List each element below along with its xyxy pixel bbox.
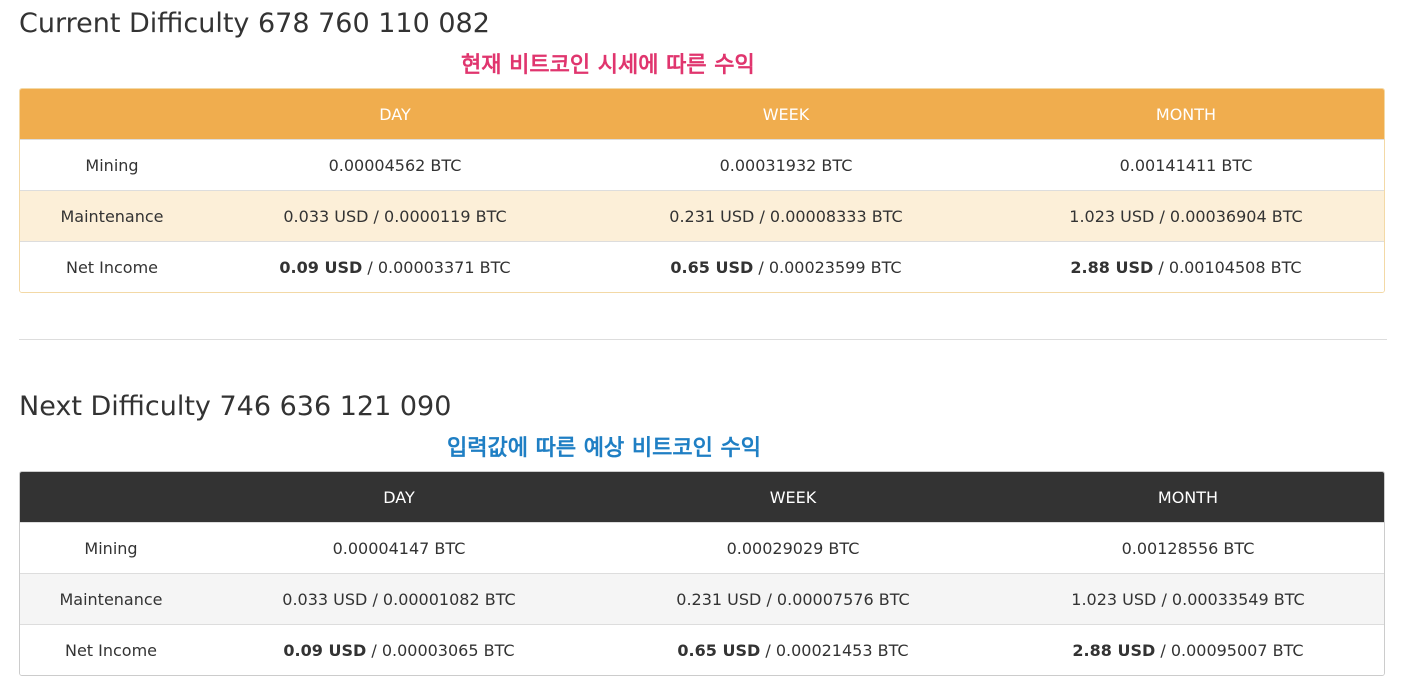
mining-day-value: 0.00004147 BTC (202, 522, 596, 574)
table-row-mining: Mining 0.00004147 BTC 0.00029029 BTC 0.0… (20, 522, 1384, 574)
next-difficulty-title: Next Difficulty 746 636 121 090 (19, 391, 452, 422)
header-week: WEEK (769, 487, 817, 507)
net-income-week-value: 0.65 USD / 0.00021453 BTC (596, 624, 990, 675)
mining-week-value: 0.00029029 BTC (596, 522, 990, 574)
net-income-week-value: 0.65 USD / 0.00023599 BTC (586, 241, 986, 292)
header-day: DAY (379, 104, 411, 124)
mining-day-value: 0.00004562 BTC (204, 139, 586, 191)
header-month: MONTH (1157, 487, 1219, 507)
row-label-mining: Mining (20, 522, 202, 574)
header-empty (20, 472, 202, 523)
table-row-maintenance: Maintenance 0.033 USD / 0.0000119 BTC 0.… (20, 190, 1384, 242)
current-annotation: 현재 비트코인 시세에 따른 수익 (461, 53, 755, 78)
table-row-net-income: Net Income 0.09 USD / 0.00003371 BTC 0.6… (20, 241, 1384, 292)
net-income-day-value: 0.09 USD / 0.00003065 BTC (202, 624, 596, 675)
maintenance-month-value: 1.023 USD / 0.00036904 BTC (986, 190, 1384, 242)
header-day: DAY (383, 487, 415, 507)
table-header-row: DAY WEEK MONTH (20, 472, 1384, 523)
current-difficulty-title: Current Difficulty 678 760 110 082 (19, 8, 490, 39)
current-earnings-table: DAY WEEK MONTH Mining 0.00004562 BTC 0.0… (19, 88, 1385, 293)
maintenance-week-value: 0.231 USD / 0.00008333 BTC (586, 190, 986, 242)
mining-month-value: 0.00141411 BTC (986, 139, 1384, 191)
row-label-net-income: Net Income (20, 624, 202, 675)
row-label-net-income: Net Income (20, 241, 204, 292)
section-divider (19, 339, 1387, 340)
mining-month-value: 0.00128556 BTC (990, 522, 1384, 574)
table-header-row: DAY WEEK MONTH (20, 89, 1384, 140)
row-label-maintenance: Maintenance (20, 190, 204, 242)
row-label-mining: Mining (20, 139, 204, 191)
net-income-month-value: 2.88 USD / 0.00095007 BTC (990, 624, 1384, 675)
net-income-day-value: 0.09 USD / 0.00003371 BTC (204, 241, 586, 292)
maintenance-day-value: 0.033 USD / 0.0000119 BTC (204, 190, 586, 242)
maintenance-week-value: 0.231 USD / 0.00007576 BTC (596, 573, 990, 625)
header-month: MONTH (1155, 104, 1217, 124)
header-week: WEEK (762, 104, 810, 124)
next-earnings-table: DAY WEEK MONTH Mining 0.00004147 BTC 0.0… (19, 471, 1385, 676)
maintenance-month-value: 1.023 USD / 0.00033549 BTC (990, 573, 1384, 625)
table-row-mining: Mining 0.00004562 BTC 0.00031932 BTC 0.0… (20, 139, 1384, 191)
next-annotation: 입력값에 따른 예상 비트코인 수익 (447, 436, 761, 461)
header-empty (20, 89, 204, 140)
table-row-maintenance: Maintenance 0.033 USD / 0.00001082 BTC 0… (20, 573, 1384, 625)
table-row-net-income: Net Income 0.09 USD / 0.00003065 BTC 0.6… (20, 624, 1384, 675)
mining-week-value: 0.00031932 BTC (586, 139, 986, 191)
maintenance-day-value: 0.033 USD / 0.00001082 BTC (202, 573, 596, 625)
net-income-month-value: 2.88 USD / 0.00104508 BTC (986, 241, 1384, 292)
row-label-maintenance: Maintenance (20, 573, 202, 625)
